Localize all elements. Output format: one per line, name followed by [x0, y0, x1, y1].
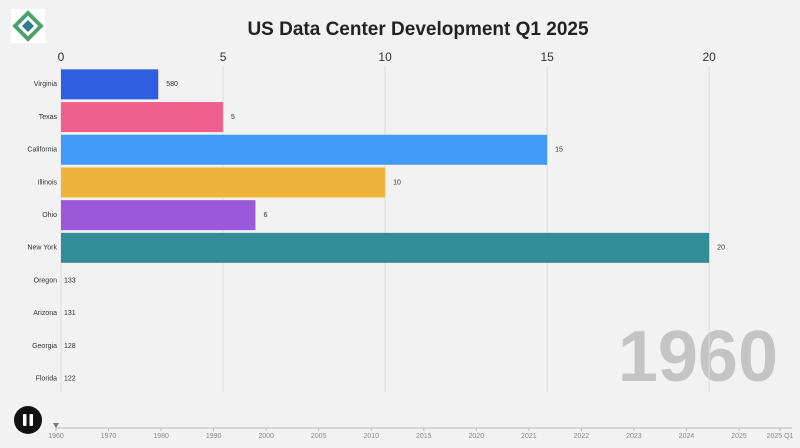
timeline-marker[interactable] — [53, 423, 59, 428]
x-tick-label: 10 — [378, 50, 392, 64]
bar-label: 580 — [166, 81, 178, 88]
timeline-label[interactable]: 1990 — [206, 433, 222, 440]
category-label: Ohio — [42, 212, 57, 219]
category-label: California — [27, 147, 57, 154]
timeline-label[interactable]: 1980 — [153, 433, 169, 440]
pause-button[interactable] — [14, 406, 42, 434]
category-label: Arizona — [33, 310, 57, 317]
bar — [61, 232, 710, 263]
chart-title: US Data Center Development Q1 2025 — [247, 19, 589, 40]
x-tick-label: 20 — [703, 50, 717, 64]
category-label: New York — [27, 245, 57, 252]
year-watermark: 1960 — [618, 317, 778, 397]
timeline-label[interactable]: 2005 — [311, 433, 327, 440]
bar-label: 15 — [555, 147, 563, 154]
bar-label: 20 — [717, 245, 725, 252]
timeline-label[interactable]: 2020 — [469, 433, 485, 440]
timeline-label[interactable]: 1970 — [101, 433, 117, 440]
bar-label: 10 — [393, 179, 401, 186]
bar-label: 5 — [231, 114, 235, 121]
logo — [11, 9, 45, 43]
bar — [61, 69, 159, 100]
x-tick-label: 15 — [540, 50, 554, 64]
category-label: Florida — [36, 375, 58, 382]
timeline-label[interactable]: 2015 — [416, 433, 432, 440]
timeline-label[interactable]: 1960 — [48, 433, 64, 440]
bar-label: 128 — [64, 343, 76, 350]
category-label: Oregon — [34, 277, 57, 284]
category-label: Texas — [39, 114, 58, 121]
timeline-label[interactable]: 2022 — [574, 433, 590, 440]
timeline-label[interactable]: 2024 — [679, 433, 695, 440]
bar-label: 122 — [64, 375, 76, 382]
bar — [61, 134, 548, 165]
timeline-label[interactable]: 2023 — [626, 433, 642, 440]
bar-label: 6 — [263, 212, 267, 219]
category-label: Georgia — [32, 343, 57, 350]
category-label: Illinois — [38, 179, 58, 186]
x-tick-label: 0 — [58, 50, 65, 64]
timeline-label[interactable]: 2025 — [731, 433, 747, 440]
bar-label: 131 — [64, 310, 76, 317]
bar — [61, 167, 386, 198]
bar — [61, 200, 256, 231]
timeline-label[interactable]: 2000 — [258, 433, 274, 440]
timeline-label[interactable]: 2025 Q1 — [767, 433, 794, 440]
timeline-label[interactable]: 2010 — [363, 433, 379, 440]
category-label: Virginia — [34, 81, 57, 88]
bar — [61, 102, 224, 133]
timeline-label[interactable]: 2021 — [521, 433, 537, 440]
x-tick-label: 5 — [220, 50, 227, 64]
bar-label: 133 — [64, 277, 76, 284]
